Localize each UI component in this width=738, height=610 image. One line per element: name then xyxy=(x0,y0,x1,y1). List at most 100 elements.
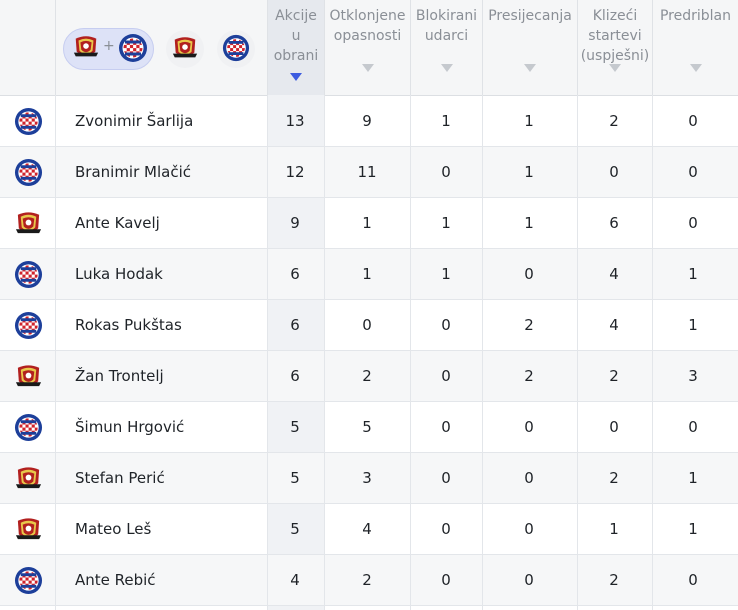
stat-value-predribla: 1 xyxy=(688,469,698,487)
table-row[interactable] xyxy=(0,402,738,453)
hajduk-logo xyxy=(14,413,43,442)
stat-value-akcije: 6 xyxy=(290,265,300,283)
stat-value-predribla: 1 xyxy=(688,316,698,334)
stat-value-blokirani: 0 xyxy=(441,469,451,487)
player-name[interactable]: Ante Rebić xyxy=(75,571,156,589)
stat-value-predribla: 0 xyxy=(688,214,698,232)
stat-value-presijecanja: 1 xyxy=(524,112,534,130)
player-name[interactable]: Stefan Perić xyxy=(75,469,165,487)
column-header-presijecanja[interactable]: Presijecanja xyxy=(482,0,577,95)
column-header-label: u xyxy=(291,28,301,44)
stat-value-klizeci: 2 xyxy=(609,469,619,487)
stat-value-klizeci: 0 xyxy=(609,163,619,181)
column-divider xyxy=(482,95,483,610)
table-row[interactable] xyxy=(0,300,738,351)
stat-value-otklonjene: 2 xyxy=(362,571,372,589)
player-name[interactable]: Mateo Leš xyxy=(75,520,152,538)
stat-value-akcije: 5 xyxy=(290,418,300,436)
sort-arrow-icon[interactable] xyxy=(689,64,702,72)
column-header-label: udarci xyxy=(424,28,469,44)
stat-value-presijecanja: 1 xyxy=(524,214,534,232)
column-header-otklonjene[interactable]: Otklonjene opasnosti xyxy=(324,0,410,95)
stat-value-otklonjene: 1 xyxy=(362,214,372,232)
player-name[interactable]: Šimun Hrgović xyxy=(75,418,185,436)
plus-sign: + xyxy=(103,38,115,54)
stat-value-presijecanja: 2 xyxy=(524,367,534,385)
sort-arrow-icon[interactable] xyxy=(361,64,374,72)
stat-value-otklonjene: 9 xyxy=(362,112,372,130)
hajduk-logo xyxy=(119,34,147,62)
column-header-label: (uspješni) xyxy=(580,48,650,64)
stat-value-otklonjene: 3 xyxy=(362,469,372,487)
sort-arrow-icon[interactable] xyxy=(524,64,536,72)
stat-value-klizeci: 4 xyxy=(609,316,619,334)
stat-value-blokirani: 0 xyxy=(441,520,451,538)
stat-value-presijecanja: 0 xyxy=(524,520,534,538)
stat-value-blokirani: 1 xyxy=(441,265,451,283)
sort-arrow-icon[interactable] xyxy=(440,64,453,72)
stat-value-akcije: 6 xyxy=(290,316,300,334)
player-name[interactable]: Zvonimir Šarlija xyxy=(75,112,194,130)
stat-value-akcije: 12 xyxy=(285,163,305,181)
column-header-label: startevi xyxy=(588,28,642,44)
stat-value-klizeci: 6 xyxy=(609,214,619,232)
gorica-logo xyxy=(15,365,42,387)
column-header-label: Klizeći xyxy=(592,8,638,24)
column-header-label: Presijecanja xyxy=(488,8,572,24)
player-name[interactable]: Ante Kavelj xyxy=(75,214,160,232)
stat-value-klizeci: 0 xyxy=(609,418,619,436)
stat-value-akcije: 4 xyxy=(290,571,300,589)
table-row[interactable] xyxy=(0,351,738,402)
column-divider xyxy=(652,95,653,610)
stat-value-blokirani: 0 xyxy=(441,163,451,181)
stat-value-predribla: 0 xyxy=(688,112,698,130)
table-row[interactable] xyxy=(0,96,738,147)
table-row[interactable] xyxy=(0,504,738,555)
column-header-klizeci[interactable]: Klizeći startevi (uspješni) xyxy=(577,0,652,95)
column-divider xyxy=(267,95,268,610)
stat-value-presijecanja: 0 xyxy=(524,469,534,487)
column-divider xyxy=(55,95,56,610)
gorica-logo xyxy=(15,212,42,234)
column-header-blokirani[interactable]: Blokirani udarci xyxy=(410,0,482,95)
column-divider xyxy=(324,95,325,610)
stat-value-predribla: 3 xyxy=(688,367,698,385)
column-header-label: opasnosti xyxy=(333,28,402,44)
stat-value-presijecanja: 0 xyxy=(524,418,534,436)
column-header-label: Predriblan xyxy=(659,8,732,24)
stat-value-otklonjene: 4 xyxy=(362,520,372,538)
sort-arrow-icon[interactable] xyxy=(609,64,621,72)
stat-value-otklonjene: 0 xyxy=(362,316,372,334)
gorica-logo xyxy=(15,467,42,489)
stat-value-predribla: 1 xyxy=(688,520,698,538)
sort-arrow-icon[interactable] xyxy=(290,73,302,81)
player-name[interactable]: Žan Trontelj xyxy=(75,367,164,385)
stat-value-klizeci: 4 xyxy=(609,265,619,283)
column-header-label: Akcije xyxy=(275,8,317,24)
hajduk-logo xyxy=(222,34,250,62)
column-header-predribla[interactable]: Predriblan xyxy=(652,0,738,95)
table-row[interactable] xyxy=(0,147,738,198)
table-row[interactable] xyxy=(0,249,738,300)
player-name[interactable]: Branimir Mlačić xyxy=(75,163,192,181)
stat-value-otklonjene: 11 xyxy=(357,163,377,181)
column-divider xyxy=(577,95,578,610)
stat-value-akcije: 6 xyxy=(290,367,300,385)
column-header-akcije[interactable]: Akcije u obrani xyxy=(267,0,324,95)
stat-value-presijecanja: 2 xyxy=(524,316,534,334)
stat-value-predribla: 0 xyxy=(688,163,698,181)
table-row[interactable] xyxy=(0,555,738,606)
player-name[interactable]: Luka Hodak xyxy=(75,265,163,283)
player-name[interactable]: Rokas Pukštas xyxy=(75,316,182,334)
gorica-logo xyxy=(15,518,42,540)
stat-value-akcije: 5 xyxy=(290,469,300,487)
table-row[interactable] xyxy=(0,198,738,249)
hajduk-logo xyxy=(14,311,43,340)
stat-value-predribla: 1 xyxy=(688,265,698,283)
table-row[interactable] xyxy=(0,453,738,504)
stat-value-blokirani: 0 xyxy=(441,571,451,589)
stat-value-klizeci: 2 xyxy=(609,367,619,385)
stat-value-blokirani: 1 xyxy=(441,112,451,130)
stat-value-presijecanja: 0 xyxy=(524,265,534,283)
